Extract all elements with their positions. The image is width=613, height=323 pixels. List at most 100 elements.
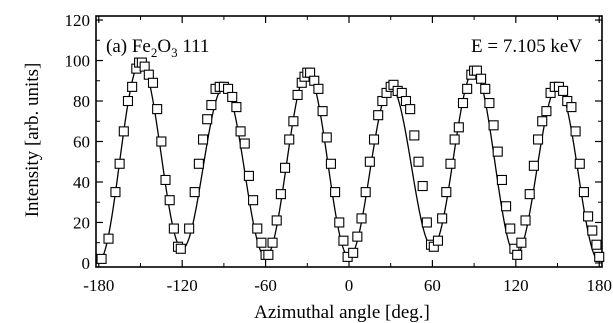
y-tick-label: 40 xyxy=(73,173,90,192)
data-point xyxy=(248,195,259,206)
data-point xyxy=(231,102,242,113)
data-point xyxy=(348,247,359,258)
y-tick-label: 60 xyxy=(73,133,90,152)
data-point xyxy=(227,91,238,103)
data-point xyxy=(524,189,535,200)
data-point xyxy=(206,100,217,111)
sample-mid: O xyxy=(157,36,171,57)
data-point xyxy=(492,146,503,157)
data-point xyxy=(313,83,324,94)
x-tick-label: 60 xyxy=(424,276,441,295)
data-point xyxy=(279,162,291,173)
data-point xyxy=(175,243,186,254)
data-point xyxy=(338,235,349,246)
x-tick-label: 180 xyxy=(586,276,612,295)
data-point xyxy=(441,187,452,198)
data-point xyxy=(96,253,107,264)
sample-sub-2: 3 xyxy=(171,45,178,60)
data-point xyxy=(453,122,464,133)
labels-layer: -180 -120 -60 0 60 120 180 0 20 40 60 80 100 120 xyxy=(65,11,612,295)
data-point xyxy=(496,174,507,186)
data-point xyxy=(537,116,548,127)
sample-suffix: 111 xyxy=(178,36,210,57)
data-point xyxy=(267,237,278,248)
data-point xyxy=(583,211,594,222)
x-axis-title: Azimuthal angle [deg.] xyxy=(254,302,430,323)
data-point xyxy=(103,233,114,244)
data-point xyxy=(168,223,179,234)
data-point xyxy=(193,158,204,169)
data-point xyxy=(256,237,267,248)
y-axis-title: Intensity [arb. units] xyxy=(22,63,43,218)
data-point xyxy=(127,81,138,92)
data-point xyxy=(364,156,375,167)
data-point xyxy=(321,132,332,143)
data-point xyxy=(110,187,121,198)
data-point xyxy=(512,249,523,260)
data-point xyxy=(437,213,448,224)
data-point xyxy=(368,134,380,145)
data-point xyxy=(271,215,282,226)
data-point xyxy=(457,97,469,109)
data-point xyxy=(160,174,171,186)
data-point xyxy=(334,217,345,228)
sample-annotation: (a) Fe2O3 111 xyxy=(106,36,209,60)
data-point xyxy=(235,126,246,137)
ticks xyxy=(96,16,602,267)
data-point xyxy=(528,160,539,171)
data-point xyxy=(570,126,581,137)
data-point xyxy=(432,235,444,246)
data-point xyxy=(252,223,263,234)
data-point xyxy=(488,120,499,131)
data-point xyxy=(501,201,512,212)
y-tick-label: 0 xyxy=(82,254,91,273)
data-point xyxy=(413,156,424,167)
energy-annotation: E = 7.105 keV xyxy=(471,36,582,57)
data-point xyxy=(574,158,585,169)
data-point xyxy=(541,106,552,117)
data-point xyxy=(373,110,384,121)
data-point xyxy=(516,237,527,248)
x-tick-label: 120 xyxy=(503,276,529,295)
data-point xyxy=(352,231,363,242)
data-point xyxy=(405,104,416,115)
data-point xyxy=(558,85,569,96)
y-tick-label: 20 xyxy=(73,213,90,232)
data-point xyxy=(484,97,495,109)
data-point xyxy=(591,239,602,250)
data-point xyxy=(197,134,209,145)
data-point xyxy=(147,77,159,88)
x-tick-label: -120 xyxy=(167,276,198,295)
y-tick-label: 120 xyxy=(65,11,91,30)
data-point xyxy=(288,116,299,127)
data-point xyxy=(325,158,336,169)
sample-sub-1: 2 xyxy=(151,45,158,60)
sample-prefix: (a) Fe xyxy=(106,36,151,57)
data-point xyxy=(421,217,432,228)
data-point xyxy=(409,130,420,141)
x-tick-label: -60 xyxy=(254,276,277,295)
data-point xyxy=(243,170,254,181)
data-point xyxy=(417,180,428,192)
data-point xyxy=(594,251,605,262)
points-layer xyxy=(96,57,605,264)
data-point xyxy=(566,102,577,113)
data-point xyxy=(118,126,129,137)
data-point xyxy=(476,73,487,84)
data-point xyxy=(114,158,125,169)
y-tick-label: 100 xyxy=(65,52,91,71)
data-point xyxy=(449,134,460,145)
data-point xyxy=(184,223,195,234)
data-point xyxy=(164,195,175,206)
data-point xyxy=(202,114,213,125)
data-point xyxy=(317,106,328,117)
data-point xyxy=(239,138,250,149)
data-point xyxy=(152,104,163,115)
data-point xyxy=(520,215,531,226)
data-point xyxy=(189,187,200,198)
data-point xyxy=(587,225,598,236)
data-point xyxy=(356,213,367,224)
data-point xyxy=(360,187,371,198)
data-point xyxy=(532,134,544,145)
